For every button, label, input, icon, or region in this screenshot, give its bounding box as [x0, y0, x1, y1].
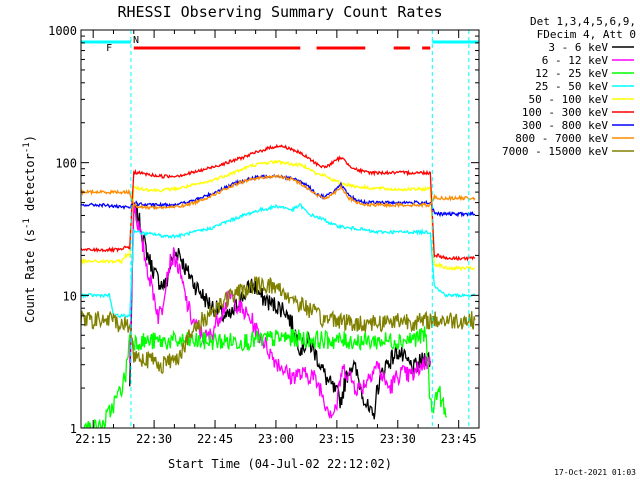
- y-tick-label: 1: [70, 422, 77, 436]
- legend-label: 100 - 300 keV: [522, 106, 608, 119]
- chart-title: RHESSI Observing Summary Count Rates: [117, 3, 442, 21]
- y-axis-label-part1: Count Rate (s: [23, 229, 37, 323]
- x-axis-label: Start Time (04-Jul-02 22:12:02): [168, 457, 392, 471]
- x-tick-label: 22:15: [75, 432, 111, 446]
- series-line: [81, 159, 475, 272]
- legend-header-line2: FDecim 4, Att 0: [537, 28, 636, 41]
- y-axis-label-sup2: -1: [22, 142, 32, 153]
- y-axis-label-part2: detector: [23, 153, 37, 218]
- legend-label: 25 - 50 keV: [535, 80, 608, 93]
- x-tick-label: 23:45: [441, 432, 477, 446]
- series-line: [81, 326, 448, 428]
- y-axis-label-sup1: -1: [22, 218, 32, 229]
- legend-header-line1: Det 1,3,4,5,6,9,: [530, 15, 636, 28]
- y-tick-label: 1000: [48, 24, 77, 38]
- legend-label: 800 - 7000 keV: [515, 132, 608, 145]
- series-line: [81, 275, 476, 375]
- series-line: [129, 204, 431, 420]
- y-axis-label: Count Rate (s-1 detector-1): [22, 135, 37, 323]
- legend-label: 6 - 12 keV: [542, 54, 609, 67]
- series-line: [81, 203, 476, 319]
- legend-label: 300 - 800 keV: [522, 119, 608, 132]
- x-tick-label: 22:45: [197, 432, 233, 446]
- legend-label: 50 - 100 keV: [529, 93, 609, 106]
- y-tick-label: 100: [55, 157, 77, 171]
- legend: Det 1,3,4,5,6,9, FDecim 4, Att 0 3 - 6 k…: [502, 15, 636, 158]
- legend-label: 7000 - 15000 keV: [502, 145, 608, 158]
- legend-label: 3 - 6 keV: [548, 41, 608, 54]
- series-line: [81, 173, 476, 210]
- legend-label: 12 - 25 keV: [535, 67, 608, 80]
- plot-area: [81, 30, 479, 428]
- x-tick-label: 23:00: [258, 432, 294, 446]
- x-tick-label: 23:30: [380, 432, 416, 446]
- annotation-n: N: [133, 35, 139, 46]
- x-tick-label: 22:30: [136, 432, 172, 446]
- plot-frame: [80, 29, 480, 429]
- x-tick-label: 23:15: [319, 432, 355, 446]
- y-axis: 1 10 100 1000: [48, 24, 479, 436]
- x-axis: 22:15 22:30 22:45 23:00 23:15 23:30 23:45: [75, 30, 480, 446]
- y-axis-label-part3: ): [23, 135, 37, 142]
- annotation-f: F: [106, 43, 112, 54]
- series-line: [81, 143, 476, 262]
- y-tick-label: 10: [63, 289, 77, 303]
- footer-timestamp: 17-Oct-2021 01:03: [554, 468, 636, 477]
